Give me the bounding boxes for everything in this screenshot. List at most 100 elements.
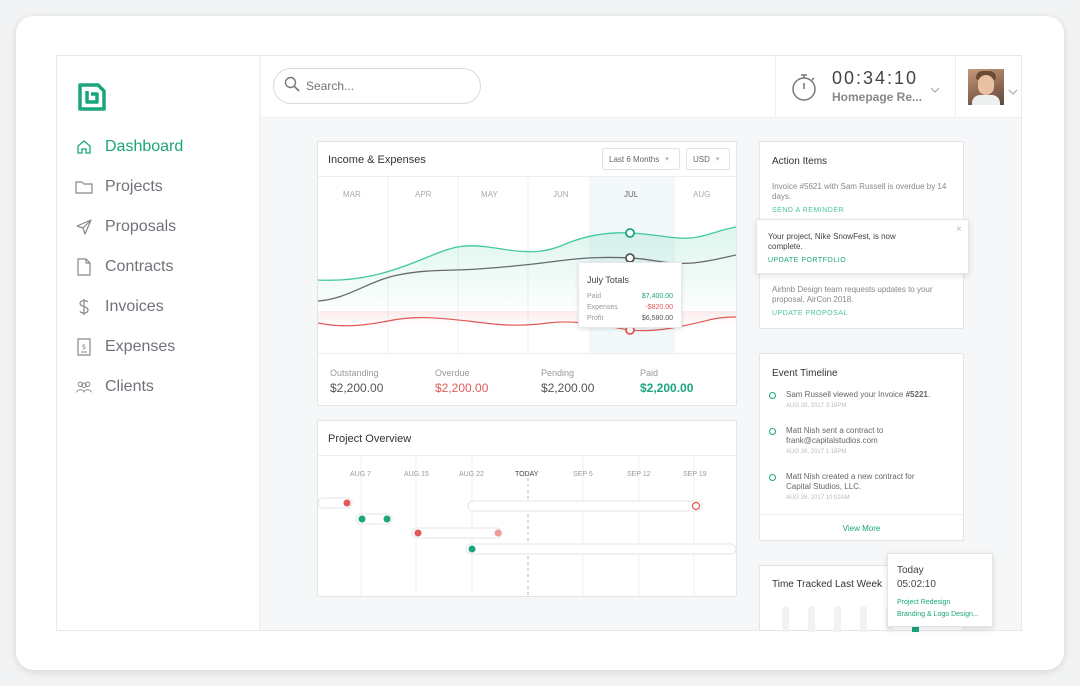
action-item-text: Airbnb Design team requests updates to y… [772,285,933,304]
month-label: AUG [693,190,711,199]
event-date: AUG 26, 2017 10:02AM [786,495,850,501]
sidebar-item-expenses[interactable]: $ Expenses [75,335,175,359]
time-bar [808,606,815,632]
popup-project[interactable]: Project Redesign [897,599,951,606]
search-icon [284,76,300,97]
sidebar-item-invoices[interactable]: Invoices [75,295,164,319]
gantt-date-today: TODAY [515,471,539,478]
time-bar [782,606,789,632]
timeline-dot [769,428,776,435]
send-icon [75,218,93,236]
notification-popup: Your project, Nike SnowFest, is now comp… [756,219,969,274]
view-more-link[interactable]: View More [842,524,881,533]
timer-time: 00:34:10 [832,68,919,88]
july-tooltip: July Totals Paid $7,400.00 Expenses -$820.… [578,262,682,328]
sidebar-item-label: Clients [105,378,154,395]
summary-value: $2,200.00 [330,381,384,395]
gantt-date: AUG 22 [459,471,484,478]
timer-project: Homepage Re... [832,90,923,104]
timer-widget[interactable]: 00:34:10 Homepage Re... [775,56,955,118]
dollar-icon [75,298,93,316]
caret-down-icon: ▾ [665,156,669,163]
app-logo[interactable] [77,80,107,112]
sidebar: Dashboard Projects Proposals Contracts [57,56,260,630]
sidebar-item-label: Expenses [105,338,176,355]
user-menu[interactable] [955,56,1021,118]
summary-value: $2,200.00 [435,381,489,395]
month-label: APR [415,190,432,199]
month-label: JUN [553,190,569,199]
card-title: Time Tracked Last Week [772,579,883,590]
logo-icon [78,83,106,111]
currency-value: USD [693,154,710,164]
range-value: Last 6 Months [609,154,660,164]
time-bar-today[interactable] [912,622,919,632]
summary-value: $2,200.00 [541,381,595,395]
gantt-date: AUG 15 [404,471,429,478]
card-title: Event Timeline [772,368,838,379]
popup-value: 05:02:10 [897,579,936,590]
notification-text: Your project, Nike SnowFest, is now comp… [768,232,896,251]
tooltip-row: Expenses -$820.00 [587,304,673,311]
sidebar-item-dashboard[interactable]: Dashboard [75,135,183,159]
event-date: AUG 28, 2017 3:18PM [786,403,847,409]
gantt-date: SEP 12 [627,471,651,478]
sidebar-item-clients[interactable]: Clients [75,375,154,399]
card-title: Income & Expenses [328,154,426,166]
caret-down-icon: ▾ [715,156,720,163]
range-select[interactable]: Last 6 Months ▾ [602,148,680,170]
tooltip-row: Paid $7,400.00 [587,293,673,300]
folder-icon [75,178,93,196]
sidebar-item-label: Proposals [105,218,177,235]
home-icon [75,138,93,156]
card-title: Action Items [772,156,828,167]
time-bar [860,606,867,632]
summary-label: Overdue [435,368,470,378]
send-reminder-link[interactable]: SEND A REMINDER [772,207,845,214]
divider [318,176,736,177]
gantt-date: SEP 5 [573,471,593,478]
tooltip-title: July Totals [587,275,629,285]
sidebar-item-proposals[interactable]: Proposals [75,215,176,239]
action-item-text: Invoice #5621 with Sam Russell is overdu… [772,182,947,201]
event-text: Matt Nish created a new contract for Cap… [786,472,915,491]
timeline-dot [769,474,776,481]
svg-text:$: $ [82,343,86,351]
chevron-down-icon[interactable] [930,80,940,98]
sidebar-item-projects[interactable]: Projects [75,175,163,199]
receipt-icon: $ [75,338,93,356]
sidebar-item-label: Dashboard [105,138,184,155]
search-input[interactable] [306,79,466,93]
sidebar-item-label: Projects [105,178,163,195]
summary-label: Paid [640,368,659,378]
update-portfolio-link[interactable]: UPDATE PORTFOLIO [768,257,847,264]
profit-point [625,253,635,263]
update-proposal-link[interactable]: UPDATE PROPOSAL [772,310,848,317]
close-icon[interactable]: × [956,224,962,235]
month-label: JUL [624,190,639,199]
sidebar-item-contracts[interactable]: Contracts [75,255,173,279]
tooltip-row: Profit $6,580.00 [587,315,673,322]
popup-task[interactable]: Branding & Logo Design... [897,611,979,618]
stopwatch-icon [790,72,818,107]
card-title: Project Overview [328,433,412,445]
top-bar: 00:34:10 Homepage Re... [261,56,1021,118]
today-popup: Today 05:02:10 Project Redesign Branding… [887,553,993,627]
event-date: AUG 26, 2017 1:18PM [786,449,847,455]
search-box[interactable] [273,68,481,104]
sidebar-item-label: Invoices [105,298,164,315]
users-icon [75,378,93,396]
divider [318,455,736,456]
currency-select[interactable]: USD ▾ [686,148,730,170]
sidebar-item-label: Contracts [105,258,174,275]
document-icon [75,258,93,276]
income-expenses-card: Income & Expenses Last 6 Months ▾ USD ▾ [317,141,737,406]
month-label: MAY [481,190,498,199]
paid-point [625,228,635,238]
time-bar [834,606,841,632]
month-label: MAR [343,190,361,199]
summary-label: Pending [541,368,575,378]
summary-label: Outstanding [330,368,379,378]
chevron-down-icon[interactable] [1008,82,1018,100]
avatar[interactable] [968,69,1004,105]
